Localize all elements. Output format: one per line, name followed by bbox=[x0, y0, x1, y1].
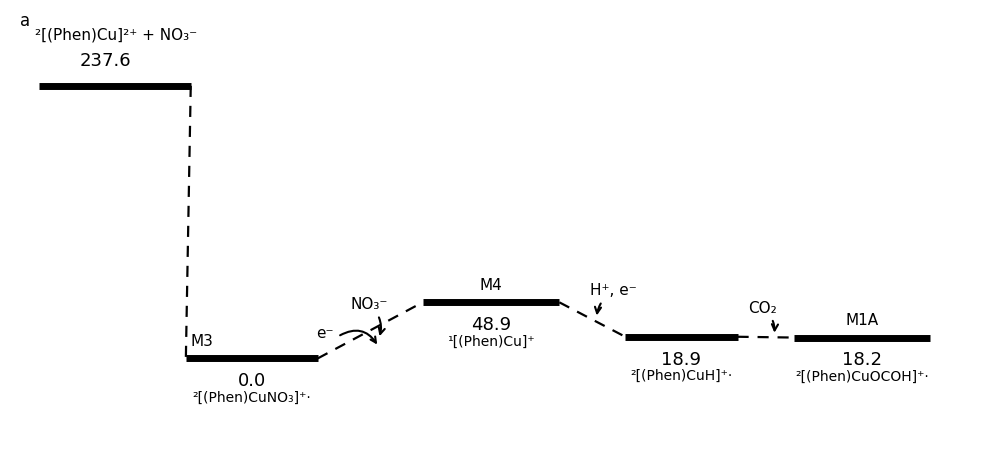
Text: e⁻: e⁻ bbox=[316, 326, 334, 341]
Text: 48.9: 48.9 bbox=[471, 316, 511, 334]
Text: M1A: M1A bbox=[846, 313, 879, 328]
Text: 18.9: 18.9 bbox=[662, 351, 701, 369]
Text: 237.6: 237.6 bbox=[80, 52, 132, 70]
Text: ²[(Phen)CuOCOH]⁺·: ²[(Phen)CuOCOH]⁺· bbox=[795, 370, 929, 384]
Text: NO₃⁻: NO₃⁻ bbox=[351, 297, 388, 334]
Text: ²[(Phen)Cu]²⁺ + NO₃⁻: ²[(Phen)Cu]²⁺ + NO₃⁻ bbox=[34, 27, 196, 42]
Text: ²[(Phen)CuNO₃]⁺·: ²[(Phen)CuNO₃]⁺· bbox=[192, 390, 311, 405]
Text: a: a bbox=[21, 12, 30, 30]
Text: CO₂: CO₂ bbox=[748, 300, 778, 330]
Text: 18.2: 18.2 bbox=[842, 352, 882, 369]
Text: ²[(Phen)CuH]⁺·: ²[(Phen)CuH]⁺· bbox=[630, 369, 733, 383]
Text: M4: M4 bbox=[479, 278, 503, 293]
Text: 0.0: 0.0 bbox=[238, 372, 266, 390]
Text: H⁺, e⁻: H⁺, e⁻ bbox=[589, 283, 636, 313]
Text: M3: M3 bbox=[191, 334, 214, 349]
Text: ¹[(Phen)Cu]⁺: ¹[(Phen)Cu]⁺ bbox=[447, 334, 535, 348]
